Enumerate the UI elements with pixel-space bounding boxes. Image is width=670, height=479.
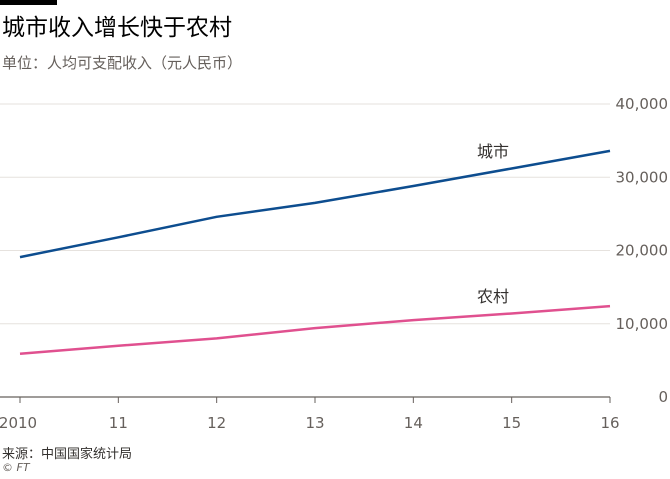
- x-tick-label: 14: [404, 414, 423, 432]
- series-label-rural: 农村: [477, 287, 509, 306]
- y-tick-label: 30,000: [616, 168, 669, 186]
- y-tick-label: 40,000: [616, 95, 669, 113]
- copyright-note: © FT: [2, 461, 30, 474]
- x-tick-label: 11: [109, 414, 128, 432]
- y-tick-label: 10,000: [616, 315, 669, 333]
- y-tick-label: 0: [658, 388, 668, 406]
- x-tick-label: 13: [305, 414, 324, 432]
- chart-title: 城市收入增长快于农村: [2, 15, 232, 41]
- x-tick-label: 2010: [0, 414, 37, 432]
- x-tick-label: 12: [207, 414, 226, 432]
- x-tick-label: 15: [502, 414, 521, 432]
- x-tick-label: 16: [600, 414, 619, 432]
- source-note: 来源：中国国家统计局: [2, 447, 133, 462]
- y-tick-label: 20,000: [616, 242, 669, 260]
- chart-subtitle: 单位：人均可支配收入（元人民币）: [2, 54, 243, 72]
- brand-bar: [0, 0, 57, 5]
- series-line-rural: [19, 304, 611, 356]
- series-label-urban: 城市: [477, 142, 509, 161]
- series-line-urban: [19, 149, 611, 259]
